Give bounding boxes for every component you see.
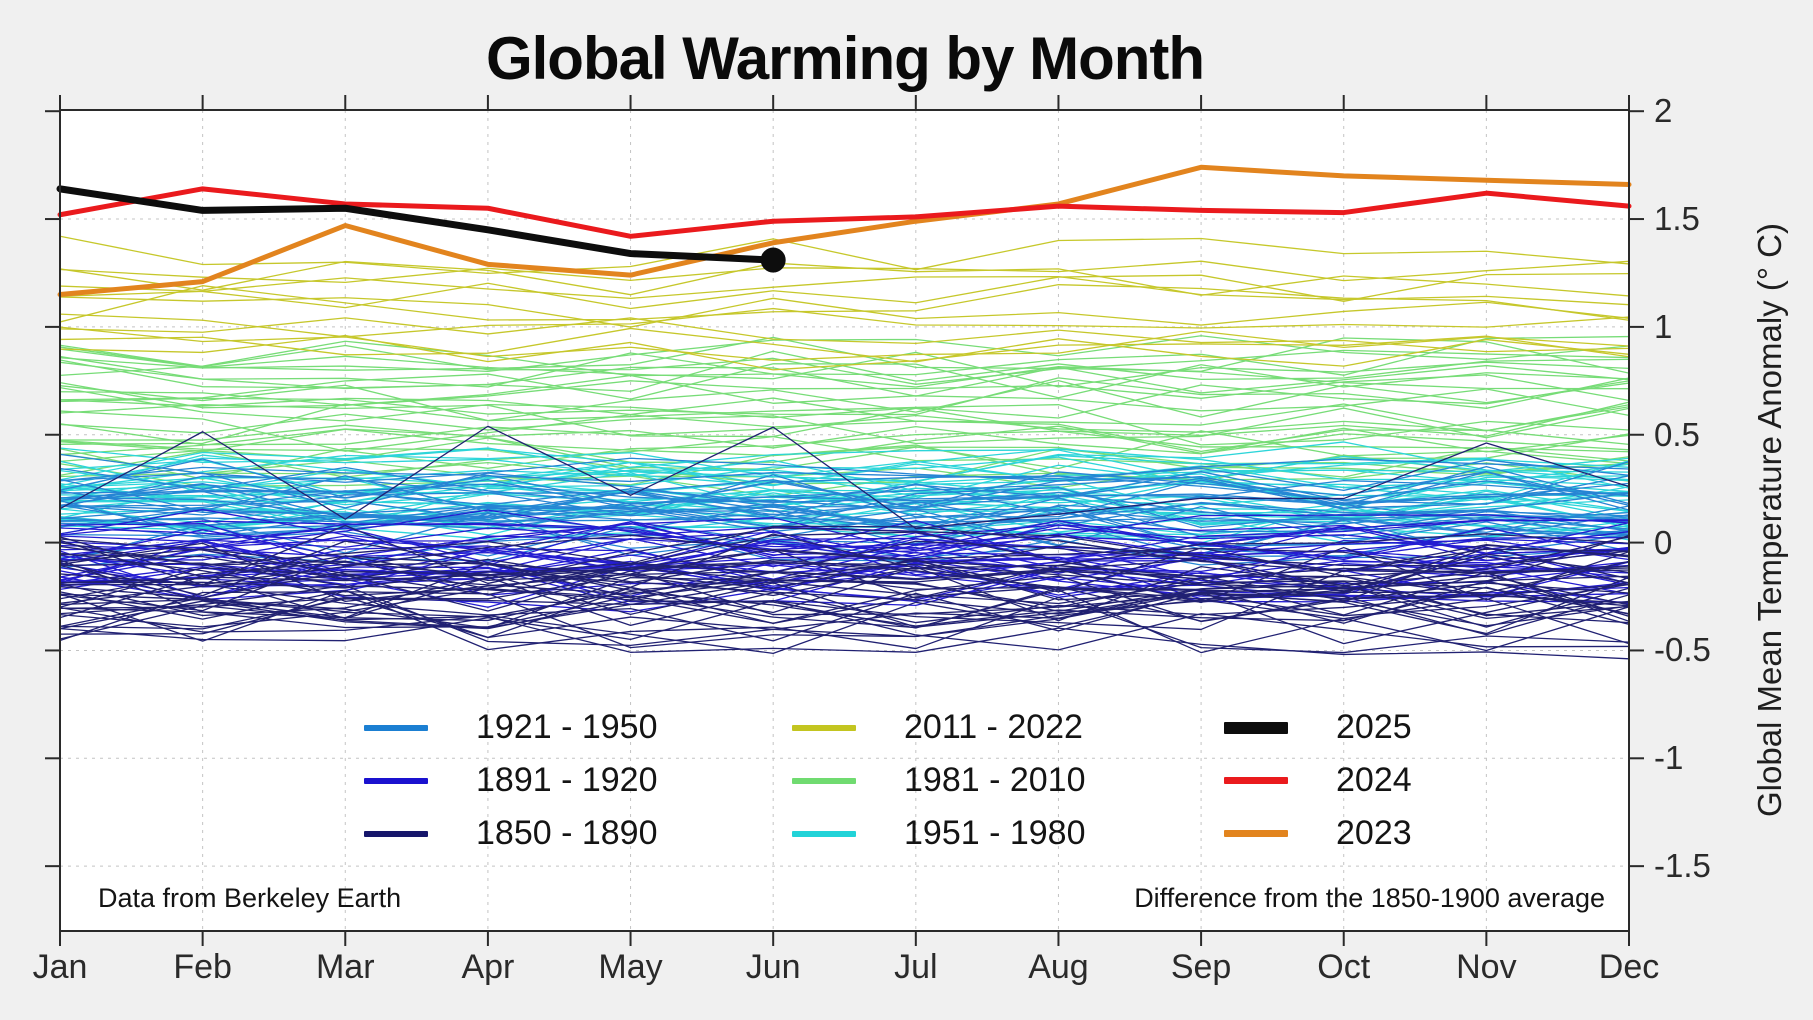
series-2024 xyxy=(57,186,1632,239)
era-line xyxy=(60,474,1629,518)
y-tick-label: 0.5 xyxy=(1654,415,1700,453)
y-tick-label: -1.5 xyxy=(1654,847,1711,885)
series-2023 xyxy=(57,164,1632,298)
era-line xyxy=(60,374,1629,417)
x-tick-label: Nov xyxy=(1456,948,1517,986)
era-line xyxy=(60,380,1629,422)
era-year-lines xyxy=(60,235,1629,660)
era-line xyxy=(60,567,1629,616)
era-line xyxy=(60,425,1629,530)
era-line xyxy=(60,377,1629,416)
note-baseline-definition: Difference from the 1850-1900 average xyxy=(1134,883,1605,913)
note-data-source: Data from Berkeley Earth xyxy=(98,883,402,913)
era-line xyxy=(60,454,1629,497)
era-line xyxy=(60,461,1629,505)
series-2025 xyxy=(56,185,777,264)
era-line xyxy=(60,355,1629,397)
era-line xyxy=(60,531,1629,590)
era-line xyxy=(60,508,1629,552)
era-line xyxy=(60,525,1629,572)
era-line xyxy=(60,589,1629,654)
y-tick-label: -0.5 xyxy=(1654,631,1711,669)
axis-ticks xyxy=(45,95,1644,946)
era-line xyxy=(60,589,1629,654)
era-line xyxy=(60,327,1629,367)
y-tick-label: 1 xyxy=(1654,307,1673,345)
era-line xyxy=(60,424,1629,463)
y-tick-label: 1.5 xyxy=(1654,200,1700,238)
era-line xyxy=(60,522,1629,556)
x-tick-label: Jul xyxy=(894,948,938,986)
era-line xyxy=(60,533,1629,588)
era-line xyxy=(60,564,1629,622)
era-line xyxy=(60,260,1629,297)
era-line xyxy=(60,538,1629,582)
era-line xyxy=(60,522,1629,567)
era-line xyxy=(60,581,1629,645)
era-line xyxy=(60,456,1629,489)
era-line xyxy=(60,490,1629,525)
era-line xyxy=(60,235,1629,275)
page-title: Global Warming by Month xyxy=(485,25,1205,92)
era-line xyxy=(60,519,1629,559)
era-line xyxy=(60,465,1629,506)
era-line xyxy=(60,471,1629,509)
era-line xyxy=(60,475,1629,509)
x-tick-label: Jun xyxy=(745,948,801,986)
era-line xyxy=(60,555,1629,612)
series-2025-end-marker xyxy=(760,247,786,273)
y-axis-label: Global Mean Temperature Anomaly (° C) xyxy=(1751,222,1788,818)
era-line xyxy=(60,336,1629,374)
x-tick-label: Mar xyxy=(315,948,375,986)
era-line xyxy=(60,352,1629,390)
x-tick-label: Sep xyxy=(1170,948,1232,986)
era-line xyxy=(60,540,1629,597)
era-line xyxy=(60,317,1629,353)
era-line xyxy=(60,335,1629,377)
x-tick-label: Apr xyxy=(461,948,515,986)
era-line xyxy=(60,499,1629,522)
era-line xyxy=(60,275,1629,306)
era-line xyxy=(60,458,1629,499)
era-line xyxy=(60,363,1629,401)
era-line xyxy=(60,344,1629,385)
era-line xyxy=(60,592,1629,655)
era-line xyxy=(60,426,1629,456)
era-line xyxy=(60,449,1629,493)
x-tick-label: Jan xyxy=(32,948,88,986)
era-line xyxy=(60,553,1629,603)
era-line xyxy=(60,407,1629,445)
y-tick-label: 2 xyxy=(1654,92,1673,130)
x-tick-label: May xyxy=(598,948,663,986)
era-line xyxy=(60,273,1629,310)
x-tick-label: Dec xyxy=(1598,948,1660,986)
plot-border xyxy=(59,109,1630,932)
era-line xyxy=(60,401,1629,438)
era-line xyxy=(60,410,1629,453)
highlight-series xyxy=(56,164,1632,298)
x-tick-label: Feb xyxy=(173,948,232,986)
y-tick-label: -1 xyxy=(1654,739,1684,777)
era-line xyxy=(60,536,1629,587)
era-line xyxy=(60,453,1629,483)
era-line xyxy=(60,260,1629,284)
era-line xyxy=(60,534,1629,593)
era-line xyxy=(60,524,1629,586)
era-line xyxy=(60,307,1629,338)
era-line xyxy=(60,326,1629,361)
x-tick-label: Oct xyxy=(1317,948,1371,986)
era-line xyxy=(60,335,1629,373)
y-tick-label: 0 xyxy=(1654,523,1673,561)
era-line xyxy=(60,374,1629,409)
era-line xyxy=(60,580,1629,630)
era-line xyxy=(60,491,1629,533)
era-line xyxy=(60,296,1629,328)
era-line xyxy=(60,486,1629,529)
era-line xyxy=(60,576,1629,627)
x-tick-label: Aug xyxy=(1028,948,1089,986)
